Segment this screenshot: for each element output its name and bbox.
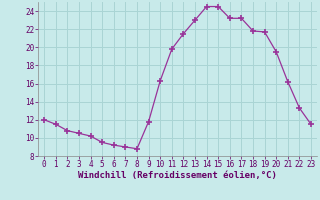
X-axis label: Windchill (Refroidissement éolien,°C): Windchill (Refroidissement éolien,°C) bbox=[78, 171, 277, 180]
